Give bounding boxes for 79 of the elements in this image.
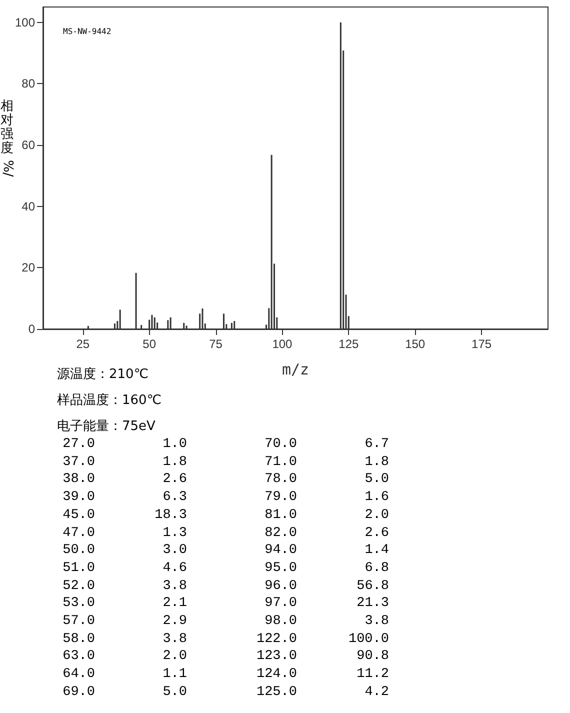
y-tick-label: 40 (22, 199, 36, 214)
text: 98.0 (264, 613, 297, 631)
y-axis-title: 相对强度%/ (0, 99, 15, 177)
text: 125.0 (255, 684, 297, 702)
text: 50.0 (62, 542, 95, 560)
text: 2.0 (162, 648, 187, 666)
text: 源温度：210℃ (57, 366, 150, 384)
text: 2.9 (162, 613, 187, 631)
x-tick-label: 50 (142, 337, 156, 351)
text: 70.0 (264, 436, 297, 454)
text: 1.3 (162, 524, 187, 542)
text: 71.0 (264, 454, 297, 472)
text: 11.2 (356, 666, 389, 684)
text: 3.0 (162, 542, 187, 560)
text: 6.3 (162, 489, 187, 507)
text: 100.0 (347, 630, 389, 648)
text: 3.8 (162, 630, 187, 648)
text: 122.0 (255, 630, 297, 648)
text: 5.0 (162, 684, 187, 702)
text: 56.8 (356, 578, 389, 596)
text: 1.1 (162, 666, 187, 684)
y-tick-label: 60 (22, 138, 36, 152)
y-tick-label: 100 (14, 15, 36, 30)
text: 27.0 (62, 436, 95, 454)
text: 38.0 (62, 471, 95, 490)
text: 124.0 (255, 666, 297, 684)
text: 2.6 (364, 524, 389, 542)
text: 90.8 (356, 648, 389, 666)
x-tick-label: 175 (472, 337, 492, 351)
text: 81.0 (264, 506, 297, 525)
text: 79.0 (264, 489, 297, 507)
text: 4.2 (364, 684, 389, 702)
text: 51.0 (62, 560, 95, 578)
x-tick-label: 75 (209, 337, 223, 351)
text: 样品温度：160℃ (57, 392, 162, 410)
text: 5.0 (364, 471, 389, 490)
x-tick-label: 100 (272, 337, 293, 351)
text: 82.0 (264, 524, 297, 542)
text: 3.8 (364, 613, 389, 631)
text: 2.0 (364, 506, 389, 525)
text: 57.0 (62, 613, 95, 631)
text: 97.0 (264, 595, 297, 614)
text: 69.0 (62, 684, 95, 702)
text: 1.6 (364, 489, 389, 507)
text: 2.1 (162, 595, 187, 614)
text: 96.0 (264, 578, 297, 596)
x-axis-title: m/z (282, 360, 310, 378)
text: 47.0 (62, 524, 95, 542)
y-tick-label: 80 (22, 76, 36, 91)
text: 123.0 (255, 648, 297, 666)
text: 94.0 (264, 542, 297, 560)
text: 45.0 (62, 506, 95, 525)
text: 39.0 (62, 489, 95, 507)
text: 1.0 (162, 436, 187, 454)
x-tick-label: 25 (76, 337, 90, 351)
text: 6.8 (364, 560, 389, 578)
text: 2.6 (162, 471, 187, 490)
text: 95.0 (264, 560, 297, 578)
y-tick-label: 0 (28, 322, 36, 336)
x-tick-label: 150 (405, 337, 426, 351)
text: 6.7 (364, 436, 389, 454)
text: 1.8 (162, 454, 187, 472)
text: 1.4 (364, 542, 389, 560)
text: 3.8 (162, 578, 187, 596)
text: 64.0 (62, 666, 95, 684)
text: 电子能量：75eV (57, 419, 156, 434)
text: 58.0 (62, 630, 95, 648)
text: 52.0 (62, 578, 95, 596)
text: 78.0 (264, 471, 297, 490)
text: 18.3 (154, 506, 187, 525)
text: 1.8 (364, 454, 389, 472)
text: 21.3 (356, 595, 389, 614)
annotation: MS-NW-9442 (63, 27, 112, 36)
text: 4.6 (162, 560, 187, 578)
x-tick-label: 125 (338, 337, 359, 351)
y-tick-label: 20 (22, 260, 36, 275)
text: 53.0 (62, 595, 95, 614)
text: 37.0 (62, 454, 95, 472)
text: 63.0 (62, 648, 95, 666)
